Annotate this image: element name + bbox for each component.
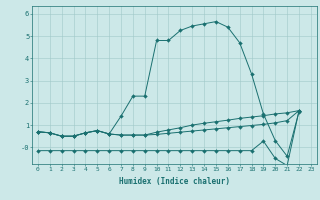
X-axis label: Humidex (Indice chaleur): Humidex (Indice chaleur) [119,177,230,186]
